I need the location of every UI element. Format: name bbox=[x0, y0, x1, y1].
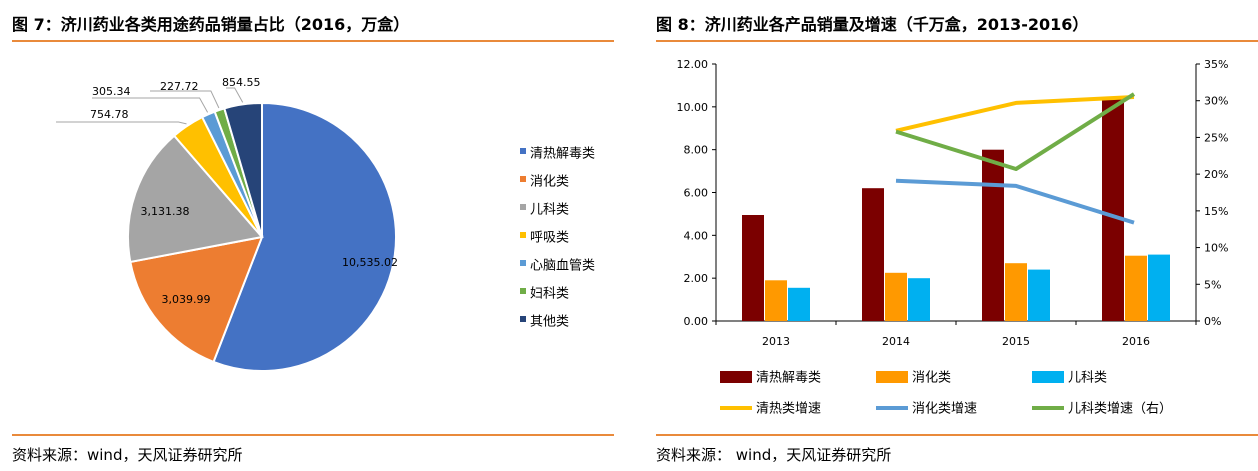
pie-data-label-6: 227.72 bbox=[160, 80, 199, 93]
combo-legend-label-3: 儿科类 bbox=[1068, 371, 1107, 386]
pie-data-label-1: 10,535.02 bbox=[342, 256, 398, 269]
pie-slice-1 bbox=[212, 101, 398, 372]
pie-legend-swatch-5 bbox=[520, 260, 526, 266]
bar-3-2016 bbox=[1148, 254, 1170, 321]
bar-3-2015 bbox=[1028, 269, 1050, 321]
left-title-divider bbox=[12, 40, 614, 42]
pie-legend-label-2: 消化类 bbox=[530, 175, 569, 190]
pie-data-label-7: 854.55 bbox=[222, 76, 261, 89]
left-figure-title: 图 7：济川药业各类用途药品销量占比（2016，万盒） bbox=[12, 15, 410, 34]
left-y-tick-label-4: 8.00 bbox=[684, 144, 709, 157]
right-figure-panel: 图 8：济川药业各产品销量及增速（千万盒，2013-2016） 0.00 2.00… bbox=[644, 0, 1258, 471]
pie-leader-line-4 bbox=[56, 121, 187, 125]
pie-legend-label-4: 呼吸类 bbox=[530, 231, 569, 246]
pie-legend-swatch-6 bbox=[520, 288, 526, 294]
right-title-divider bbox=[656, 40, 1258, 42]
left-source-note: 资料来源：wind，天风证券研究所 bbox=[12, 446, 243, 464]
pie-slice-7 bbox=[223, 101, 263, 238]
pie-legend-label-7: 其他类 bbox=[530, 315, 569, 330]
pie-legend-swatch-4 bbox=[520, 232, 526, 238]
right-y-tick-label-5: 25% bbox=[1204, 131, 1228, 144]
pie-legend-swatch-2 bbox=[520, 176, 526, 182]
combo-bar-line-chart: 0.00 2.00 4.00 6.00 8.00 10.00 12.00 0% 5% 10% 15%… bbox=[677, 58, 1229, 417]
combo-legend-label-2: 消化类 bbox=[912, 371, 951, 386]
bar-2-2015 bbox=[1005, 263, 1027, 321]
right-y-tick-label-4: 20% bbox=[1204, 168, 1228, 181]
bar-2-2016 bbox=[1125, 255, 1147, 321]
combo-legend-swatch-3 bbox=[1032, 371, 1064, 383]
pie-leader-line-7 bbox=[226, 87, 244, 103]
line-series-2 bbox=[895, 178, 1135, 225]
pie-chart: 10,535.02 3,039.99 3,131.38 754.78 305.34 227… bbox=[56, 76, 595, 372]
left-y-tick-label-1: 2.00 bbox=[684, 272, 709, 285]
pie-legend-swatch-1 bbox=[520, 148, 526, 154]
left-source-divider bbox=[12, 434, 614, 436]
left-y-tick-label-6: 12.00 bbox=[677, 58, 709, 71]
pie-data-label-3: 3,131.38 bbox=[141, 205, 190, 218]
combo-legend-label-5: 消化类增速 bbox=[912, 402, 977, 417]
pie-slice-3 bbox=[127, 134, 264, 264]
right-y-tick-label-1: 5% bbox=[1204, 278, 1221, 291]
left-y-tick-label-5: 10.00 bbox=[677, 101, 709, 114]
bar-1-2013 bbox=[742, 215, 764, 321]
pie-data-label-5: 305.34 bbox=[92, 85, 131, 98]
bar-3-2014 bbox=[908, 278, 930, 321]
x-tick-label-2013: 2013 bbox=[762, 335, 790, 348]
pie-legend-label-6: 妇科类 bbox=[530, 286, 569, 302]
pie-legend-swatch-3 bbox=[520, 204, 526, 210]
left-y-tick-label-2: 4.00 bbox=[684, 229, 709, 242]
pie-slice-2 bbox=[129, 235, 264, 364]
bar-2-2014 bbox=[885, 272, 907, 321]
bar-2-2013 bbox=[765, 280, 787, 321]
pie-data-label-2: 3,039.99 bbox=[162, 293, 211, 306]
combo-legend-label-6: 儿科类增速（右） bbox=[1068, 402, 1172, 417]
right-source-divider bbox=[656, 434, 1258, 436]
bar-1-2014 bbox=[862, 188, 884, 321]
combo-legend-swatch-1 bbox=[720, 371, 752, 383]
right-y-tick-label-3: 15% bbox=[1204, 205, 1228, 218]
bar-1-2016 bbox=[1102, 97, 1124, 321]
right-y-tick-label-7: 35% bbox=[1204, 58, 1228, 71]
left-y-tick-label-3: 6.00 bbox=[684, 187, 709, 200]
bar-1-2015 bbox=[982, 149, 1004, 321]
x-tick-label-2016: 2016 bbox=[1122, 335, 1150, 348]
pie-legend-label-1: 清热解毒类 bbox=[530, 147, 595, 162]
combo-legend-label-4: 清热类增速 bbox=[756, 402, 821, 417]
pie-legend-swatch-7 bbox=[520, 316, 526, 322]
pie-legend-label-3: 儿科类 bbox=[530, 203, 569, 218]
pie-leader-line-6 bbox=[150, 90, 220, 109]
right-y-tick-label-2: 10% bbox=[1204, 242, 1228, 255]
right-figure-title: 图 8：济川药业各产品销量及增速（千万盒，2013-2016） bbox=[656, 15, 1089, 34]
x-tick-label-2015: 2015 bbox=[1002, 335, 1030, 348]
pie-data-label-4: 754.78 bbox=[90, 108, 129, 121]
combo-legend-swatch-2 bbox=[876, 371, 908, 383]
pie-leader-line-5 bbox=[92, 97, 209, 113]
left-y-tick-label-0: 0.00 bbox=[684, 315, 709, 328]
pie-legend-label-5: 心脑血管类 bbox=[530, 259, 595, 274]
line-series-1 bbox=[895, 95, 1135, 133]
bar-3-2013 bbox=[788, 287, 810, 321]
combo-legend-label-1: 清热解毒类 bbox=[756, 371, 821, 386]
left-figure-panel: 图 7：济川药业各类用途药品销量占比（2016，万盒） 10,535.02 3,0… bbox=[0, 0, 614, 471]
right-y-tick-label-6: 30% bbox=[1204, 95, 1228, 108]
right-y-tick-label-0: 0% bbox=[1204, 315, 1221, 328]
x-tick-label-2014: 2014 bbox=[882, 335, 910, 348]
line-series-3 bbox=[895, 92, 1136, 171]
right-source-note: 资料来源： wind，天风证券研究所 bbox=[656, 446, 892, 464]
